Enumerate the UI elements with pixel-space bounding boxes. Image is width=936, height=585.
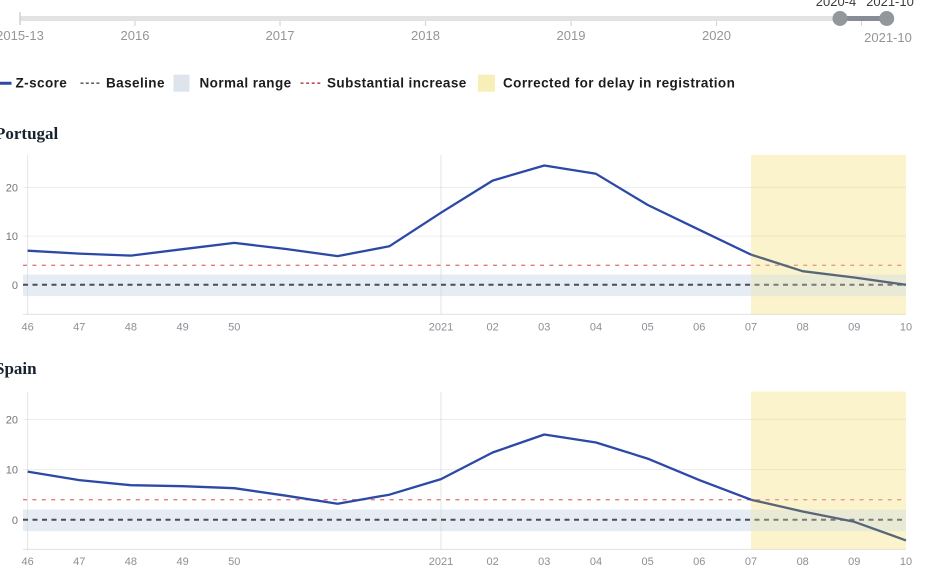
svg-text:20: 20: [6, 414, 18, 426]
svg-text:2018: 2018: [411, 28, 440, 43]
svg-text:20: 20: [6, 182, 18, 194]
svg-text:10: 10: [6, 465, 18, 477]
svg-text:2019: 2019: [557, 28, 586, 43]
svg-text:2021: 2021: [429, 322, 453, 334]
svg-text:2020: 2020: [702, 28, 731, 43]
svg-text:2016: 2016: [121, 28, 150, 43]
svg-text:47: 47: [73, 556, 85, 568]
svg-text:10: 10: [900, 556, 912, 568]
svg-text:03: 03: [538, 556, 550, 568]
svg-text:08: 08: [797, 556, 809, 568]
svg-text:0: 0: [12, 515, 18, 527]
svg-text:Normal range: Normal range: [200, 75, 292, 90]
svg-text:2021: 2021: [429, 556, 453, 568]
svg-text:46: 46: [21, 322, 33, 334]
svg-text:2021-10: 2021-10: [866, 0, 914, 9]
svg-text:09: 09: [848, 322, 860, 334]
svg-text:2020-4: 2020-4: [816, 0, 856, 9]
svg-text:0: 0: [12, 280, 18, 292]
svg-text:04: 04: [590, 322, 602, 334]
svg-text:09: 09: [848, 556, 860, 568]
svg-text:10: 10: [6, 231, 18, 243]
svg-text:02: 02: [486, 322, 498, 334]
svg-text:Substantial increase: Substantial increase: [327, 75, 467, 90]
svg-text:05: 05: [641, 556, 653, 568]
svg-text:04: 04: [590, 556, 602, 568]
svg-text:08: 08: [797, 322, 809, 334]
svg-text:03: 03: [538, 322, 550, 334]
svg-text:07: 07: [745, 556, 757, 568]
svg-text:02: 02: [486, 556, 498, 568]
svg-text:46: 46: [21, 556, 33, 568]
svg-text:06: 06: [693, 322, 705, 334]
svg-text:Z-score: Z-score: [16, 75, 68, 90]
svg-text:Corrected for delay in registr: Corrected for delay in registration: [503, 75, 735, 90]
svg-text:05: 05: [641, 322, 653, 334]
svg-text:06: 06: [693, 556, 705, 568]
svg-text:2021-10: 2021-10: [864, 30, 912, 45]
svg-text:Portugal: Portugal: [0, 124, 59, 143]
svg-text:50: 50: [228, 322, 240, 334]
svg-text:2017: 2017: [266, 28, 295, 43]
svg-text:48: 48: [125, 322, 137, 334]
svg-text:Baseline: Baseline: [106, 75, 165, 90]
svg-text:2015-13: 2015-13: [0, 28, 44, 43]
svg-text:07: 07: [745, 322, 757, 334]
svg-text:49: 49: [176, 556, 188, 568]
svg-text:49: 49: [176, 322, 188, 334]
svg-text:Spain: Spain: [0, 359, 37, 378]
svg-text:50: 50: [228, 556, 240, 568]
svg-text:48: 48: [125, 556, 137, 568]
svg-text:47: 47: [73, 322, 85, 334]
svg-text:10: 10: [900, 322, 912, 334]
